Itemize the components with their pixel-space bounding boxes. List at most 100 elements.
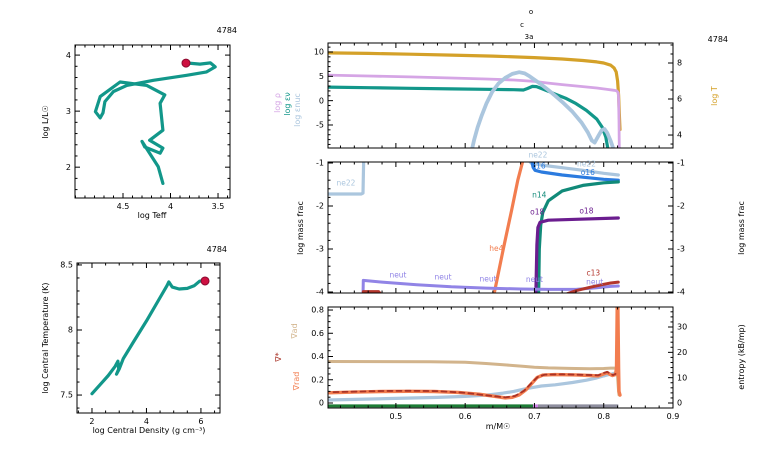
y2-tick-label: 20 [677, 348, 687, 357]
x-axis-label: log Teff [138, 211, 167, 220]
x-tick-label: 6 [198, 417, 203, 426]
y-axis-label: log Central Temperature (K) [41, 282, 50, 393]
curve-label-o16: o16 [532, 162, 546, 171]
series-o18 [534, 216, 620, 293]
profile-abundances-frame [327, 161, 674, 294]
y2-tick-label: -4 [677, 288, 685, 297]
y-tick-label: -3 [316, 245, 324, 254]
x-axis-label: log Central Density (g cm⁻³) [93, 426, 206, 435]
label-log-eps-nu: log εν [283, 92, 292, 116]
series-log-T [328, 51, 622, 132]
series-log-eps-nuc [470, 70, 616, 148]
y-tick-label: 0.6 [311, 329, 324, 338]
y-axis-label: log L/L☉ [41, 105, 50, 139]
y-tick-label: 0.8 [311, 306, 324, 315]
series-grad-rad [328, 307, 622, 400]
profile-thermo: 10 5 0 -5 8 6 4 log T 4784 log ρ log εν log εnuc oc3… [273, 8, 728, 149]
series-hr-track [93, 61, 217, 185]
curve-label-ne22: ne22 [528, 150, 547, 159]
curve-label-neut: neut [586, 277, 603, 286]
y-tick-label: 5 [319, 72, 324, 81]
central-trho-frame [76, 262, 221, 414]
y2-tick-label: -3 [677, 245, 685, 254]
curve-label-he4: he4 [489, 244, 503, 253]
y-tick-label: 4 [66, 51, 71, 60]
curve-label-ne22: ne22 [337, 178, 356, 187]
curve-label-ne22: ne22 [577, 159, 596, 168]
y-tick-label: 0 [319, 96, 324, 105]
profile-thermo-frame [327, 42, 674, 149]
x-tick-label: 0.9 [667, 412, 680, 421]
central-trho: 2 4 6 7.5 8 8.5 log Central Density (g cm⁻³) lo… [41, 245, 227, 435]
x-tick-label: 0.5 [390, 412, 403, 421]
curve-label-n14: n14 [532, 190, 547, 199]
y-tick-label: 2 [66, 163, 71, 172]
y-tick-label: -5 [316, 121, 324, 130]
y-tick-label: 0.2 [311, 375, 324, 384]
burn-zone-label-3a: 3a [525, 33, 534, 41]
y2-tick-label: 0 [677, 399, 682, 408]
x-axis-label: m/M☉ [486, 422, 511, 431]
profile-abundances: -1 -2 -3 -4 -1 -2 -3 -4 log mass frac log mass fr… [296, 150, 746, 296]
label-grad-star: ∇* [274, 352, 283, 362]
x-tick-label: 4 [144, 417, 149, 426]
curve-label-c13: c13 [586, 269, 600, 278]
y-tick-label: 0 [319, 399, 324, 408]
series-grad-star [332, 370, 617, 399]
curve-label-neut: neut [479, 274, 496, 283]
series-he4 [492, 162, 525, 293]
label-log-rho: log ρ [273, 93, 282, 113]
label-grad-rad: ∇rad [292, 372, 301, 392]
current-model-dot [200, 276, 210, 286]
series-log-eps-nu [328, 84, 610, 148]
model-number: 4784 [708, 35, 728, 44]
y2-tick-label: -2 [677, 202, 685, 211]
curve-label-o18: o18 [579, 206, 593, 215]
curve-label-neut: neut [389, 270, 406, 279]
series-trho-track [90, 279, 207, 396]
y2-axis-label: entropy (kB/mp) [737, 324, 746, 389]
x-tick-label: 2 [89, 417, 94, 426]
y2-axis-label: log T [710, 86, 719, 106]
y2-tick-label: 10 [677, 373, 687, 382]
series-ne22-left [328, 162, 366, 196]
burn-zone-label-o: o [529, 8, 533, 16]
y-tick-label: 7.5 [60, 391, 73, 400]
label-grad-ad: ∇ad [290, 323, 299, 339]
y2-tick-label: -1 [677, 159, 685, 168]
y-tick-label: -1 [316, 159, 324, 168]
burn-zone-label-c: c [520, 21, 524, 29]
x-tick-label: 4.5 [117, 202, 130, 211]
current-model-dot [181, 58, 191, 68]
x-tick-label: 0.7 [528, 412, 541, 421]
profile-gradients: 0.5 0.6 0.7 0.8 0.9 0 0.2 0.4 0.6 0.8 0 10 20 30 m/M☉ e… [274, 306, 746, 431]
series-grad-ad [328, 360, 621, 397]
series-c13-right [564, 280, 620, 293]
curve-label-neut: neut [434, 273, 451, 282]
y2-tick-label: 4 [677, 131, 682, 140]
y-tick-label: 3 [66, 107, 71, 116]
y-tick-label: -2 [316, 202, 324, 211]
y2-tick-label: 6 [677, 95, 682, 104]
curve-label-o16: o16 [581, 168, 595, 177]
series-c13-left [361, 290, 382, 293]
y2-axis-label: log mass frac [737, 201, 746, 255]
model-number: 4784 [207, 245, 227, 254]
y-axis-label: log mass frac [296, 201, 305, 255]
y2-tick-label: 8 [677, 59, 682, 68]
hr-diagram-frame [74, 44, 231, 199]
x-tick-label: 4 [168, 202, 173, 211]
model-number: 4784 [217, 26, 237, 35]
y-tick-label: 8.5 [60, 261, 73, 270]
x-tick-label: 3.5 [212, 202, 225, 211]
curve-label-neut: neut [526, 275, 543, 284]
curve-label-o18: o18 [530, 208, 544, 217]
series-neut [361, 278, 620, 293]
label-log-eps-nuc: log εnuc [293, 93, 302, 127]
y-tick-label: 10 [314, 48, 324, 57]
series-n14 [537, 180, 620, 293]
y-tick-label: 0.4 [311, 352, 324, 361]
